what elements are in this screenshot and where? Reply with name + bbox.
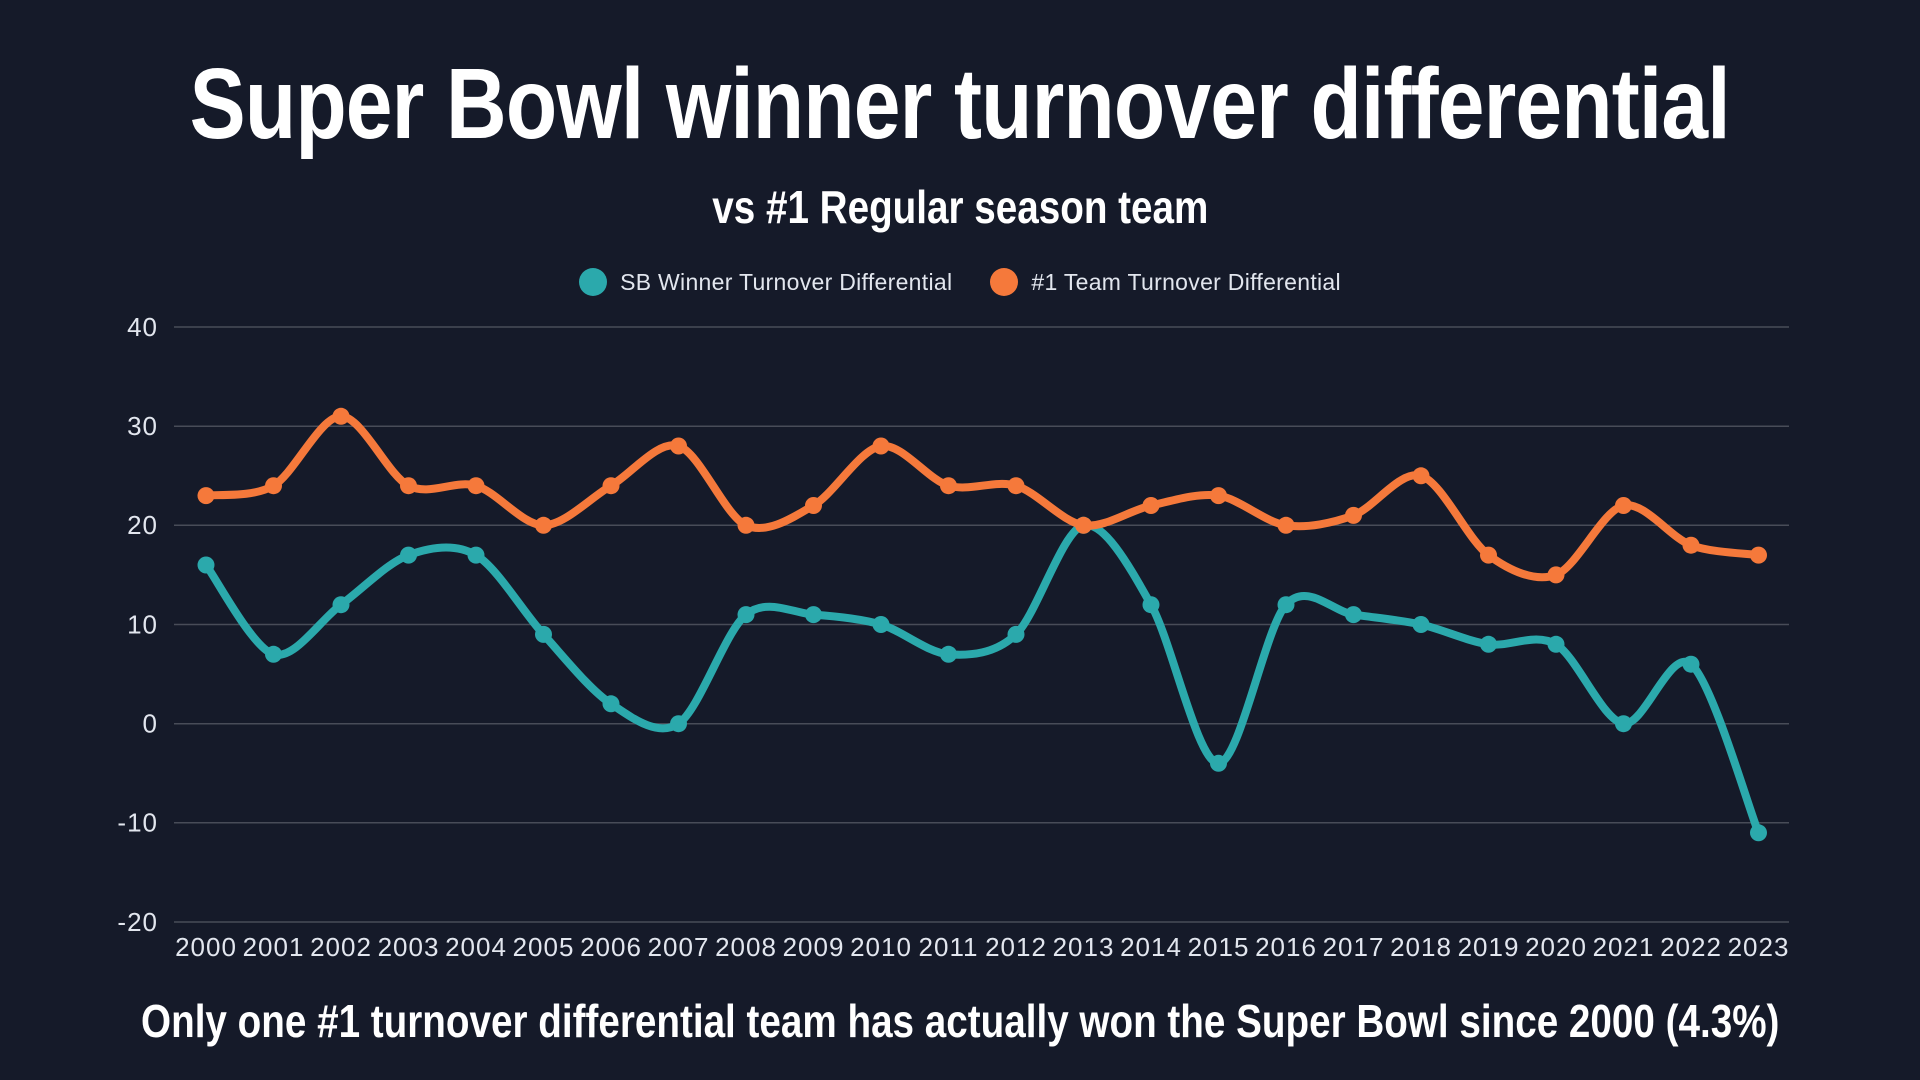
x-axis-tick-label-2023: 2023 xyxy=(1728,932,1790,962)
data-point-top-team-2015 xyxy=(1210,487,1227,505)
data-point-sb-winner-2011 xyxy=(940,645,957,663)
x-axis-tick-label-2018: 2018 xyxy=(1390,932,1452,962)
page-subtitle: vs #1 Regular season team xyxy=(711,181,1209,233)
data-point-sb-winner-2014 xyxy=(1142,596,1160,614)
x-axis-tick-label-2009: 2009 xyxy=(783,932,845,962)
data-point-sb-winner-2009 xyxy=(805,606,822,624)
data-point-sb-winner-2006 xyxy=(602,695,620,713)
data-point-top-team-2000 xyxy=(197,487,215,505)
data-point-top-team-2022 xyxy=(1682,536,1700,554)
data-point-sb-winner-2002 xyxy=(332,596,350,614)
footer-note: Only one #1 turnover differential team h… xyxy=(140,995,1780,1047)
x-axis-tick-label-2010: 2010 xyxy=(850,932,912,962)
x-axis-tick-label-2015: 2015 xyxy=(1188,932,1250,962)
x-axis-tick-label-2013: 2013 xyxy=(1053,932,1115,962)
data-point-sb-winner-2008 xyxy=(737,606,755,624)
x-axis-tick-label-2014: 2014 xyxy=(1120,932,1182,962)
x-axis-tick-label-2001: 2001 xyxy=(243,932,305,962)
data-point-sb-winner-2021 xyxy=(1615,715,1632,733)
chart-legend: SB Winner Turnover Differential #1 Team … xyxy=(0,268,1920,296)
data-point-sb-winner-2003 xyxy=(400,546,417,564)
x-axis-tick-label-2017: 2017 xyxy=(1323,932,1385,962)
x-axis-tick-label-2021: 2021 xyxy=(1593,932,1655,962)
data-point-top-team-2008 xyxy=(737,516,755,534)
x-axis-tick-label-2011: 2011 xyxy=(919,932,979,962)
data-point-sb-winner-2020 xyxy=(1547,635,1565,653)
data-point-top-team-2021 xyxy=(1615,497,1632,514)
data-point-sb-winner-2019 xyxy=(1480,635,1497,653)
legend-label-top-team: #1 Team Turnover Differential xyxy=(1031,268,1341,295)
data-point-top-team-2006 xyxy=(602,477,620,495)
data-point-top-team-2004 xyxy=(467,477,485,495)
data-point-top-team-2009 xyxy=(805,497,822,514)
data-point-sb-winner-2010 xyxy=(872,616,890,633)
data-point-sb-winner-2005 xyxy=(535,625,552,643)
data-point-top-team-2013 xyxy=(1075,516,1092,534)
legend-dot-teal-icon xyxy=(579,268,608,296)
data-point-top-team-2014 xyxy=(1142,497,1160,514)
data-point-top-team-2011 xyxy=(940,477,957,495)
x-axis-tick-label-2016: 2016 xyxy=(1255,932,1317,962)
data-point-top-team-2017 xyxy=(1345,506,1362,524)
legend-item-top-team[interactable]: #1 Team Turnover Differential xyxy=(990,268,1341,296)
data-point-sb-winner-2017 xyxy=(1345,606,1362,624)
data-point-top-team-2003 xyxy=(400,477,417,495)
data-point-sb-winner-2015 xyxy=(1210,754,1227,772)
x-axis-tick-label-2004: 2004 xyxy=(445,932,507,962)
y-axis-tick-label-0: 0 xyxy=(143,709,158,739)
data-point-top-team-2020 xyxy=(1547,566,1565,584)
x-axis-tick-label-2002: 2002 xyxy=(310,932,372,962)
y-axis-tick-label--10: -10 xyxy=(117,808,158,838)
data-point-top-team-2001 xyxy=(265,477,282,495)
data-point-sb-winner-2001 xyxy=(265,645,282,663)
y-axis-tick-label-30: 30 xyxy=(127,411,158,441)
footer-note-container: Only one #1 turnover differential team h… xyxy=(0,996,1920,1047)
data-point-sb-winner-2016 xyxy=(1277,596,1295,614)
title-container: Super Bowl winner turnover differential xyxy=(0,52,1920,157)
data-point-sb-winner-2022 xyxy=(1682,655,1700,673)
data-point-sb-winner-2023 xyxy=(1750,824,1767,842)
data-point-sb-winner-2018 xyxy=(1412,616,1430,633)
x-axis-tick-label-2007: 2007 xyxy=(648,932,710,962)
page-title: Super Bowl winner turnover differential xyxy=(189,48,1731,160)
data-point-top-team-2012 xyxy=(1007,477,1025,495)
y-axis-tick-label-10: 10 xyxy=(127,609,158,639)
data-point-top-team-2023 xyxy=(1750,546,1767,564)
data-point-top-team-2002 xyxy=(332,407,350,425)
x-axis-tick-label-2006: 2006 xyxy=(580,932,642,962)
x-axis-tick-label-2005: 2005 xyxy=(513,932,575,962)
data-point-sb-winner-2007 xyxy=(670,715,687,733)
data-point-top-team-2005 xyxy=(535,516,552,534)
data-point-sb-winner-2012 xyxy=(1007,625,1025,643)
legend-item-sb-winner[interactable]: SB Winner Turnover Differential xyxy=(579,268,952,296)
data-point-top-team-2018 xyxy=(1412,467,1430,485)
x-axis-tick-label-2012: 2012 xyxy=(985,932,1047,962)
x-axis-tick-label-2000: 2000 xyxy=(175,932,237,962)
data-point-sb-winner-2000 xyxy=(197,556,215,574)
series-line-top-team xyxy=(202,412,1763,582)
data-point-top-team-2016 xyxy=(1277,516,1295,534)
x-axis-tick-label-2008: 2008 xyxy=(715,932,777,962)
x-axis-tick-label-2020: 2020 xyxy=(1525,932,1587,962)
data-point-sb-winner-2004 xyxy=(467,546,485,564)
data-point-top-team-2007 xyxy=(670,437,687,455)
x-axis-tick-label-2022: 2022 xyxy=(1660,932,1722,962)
data-point-top-team-2019 xyxy=(1480,546,1497,564)
x-axis-tick-label-2019: 2019 xyxy=(1458,932,1520,962)
x-axis-tick-label-2003: 2003 xyxy=(378,932,440,962)
y-axis-tick-label-40: 40 xyxy=(127,312,158,342)
legend-dot-orange-icon xyxy=(990,268,1019,296)
subtitle-container: vs #1 Regular season team xyxy=(0,182,1920,233)
y-axis-tick-label-20: 20 xyxy=(127,510,158,540)
legend-label-sb-winner: SB Winner Turnover Differential xyxy=(620,268,953,295)
data-point-top-team-2010 xyxy=(872,437,890,455)
y-axis-tick-label--20: -20 xyxy=(117,907,158,937)
